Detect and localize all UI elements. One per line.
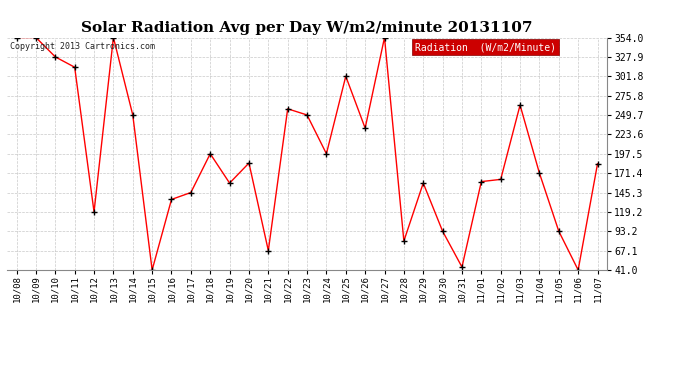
Text: Copyright 2013 Cartronics.com: Copyright 2013 Cartronics.com: [10, 42, 155, 51]
Text: Radiation  (W/m2/Minute): Radiation (W/m2/Minute): [415, 42, 556, 52]
Title: Solar Radiation Avg per Day W/m2/minute 20131107: Solar Radiation Avg per Day W/m2/minute …: [81, 21, 533, 35]
